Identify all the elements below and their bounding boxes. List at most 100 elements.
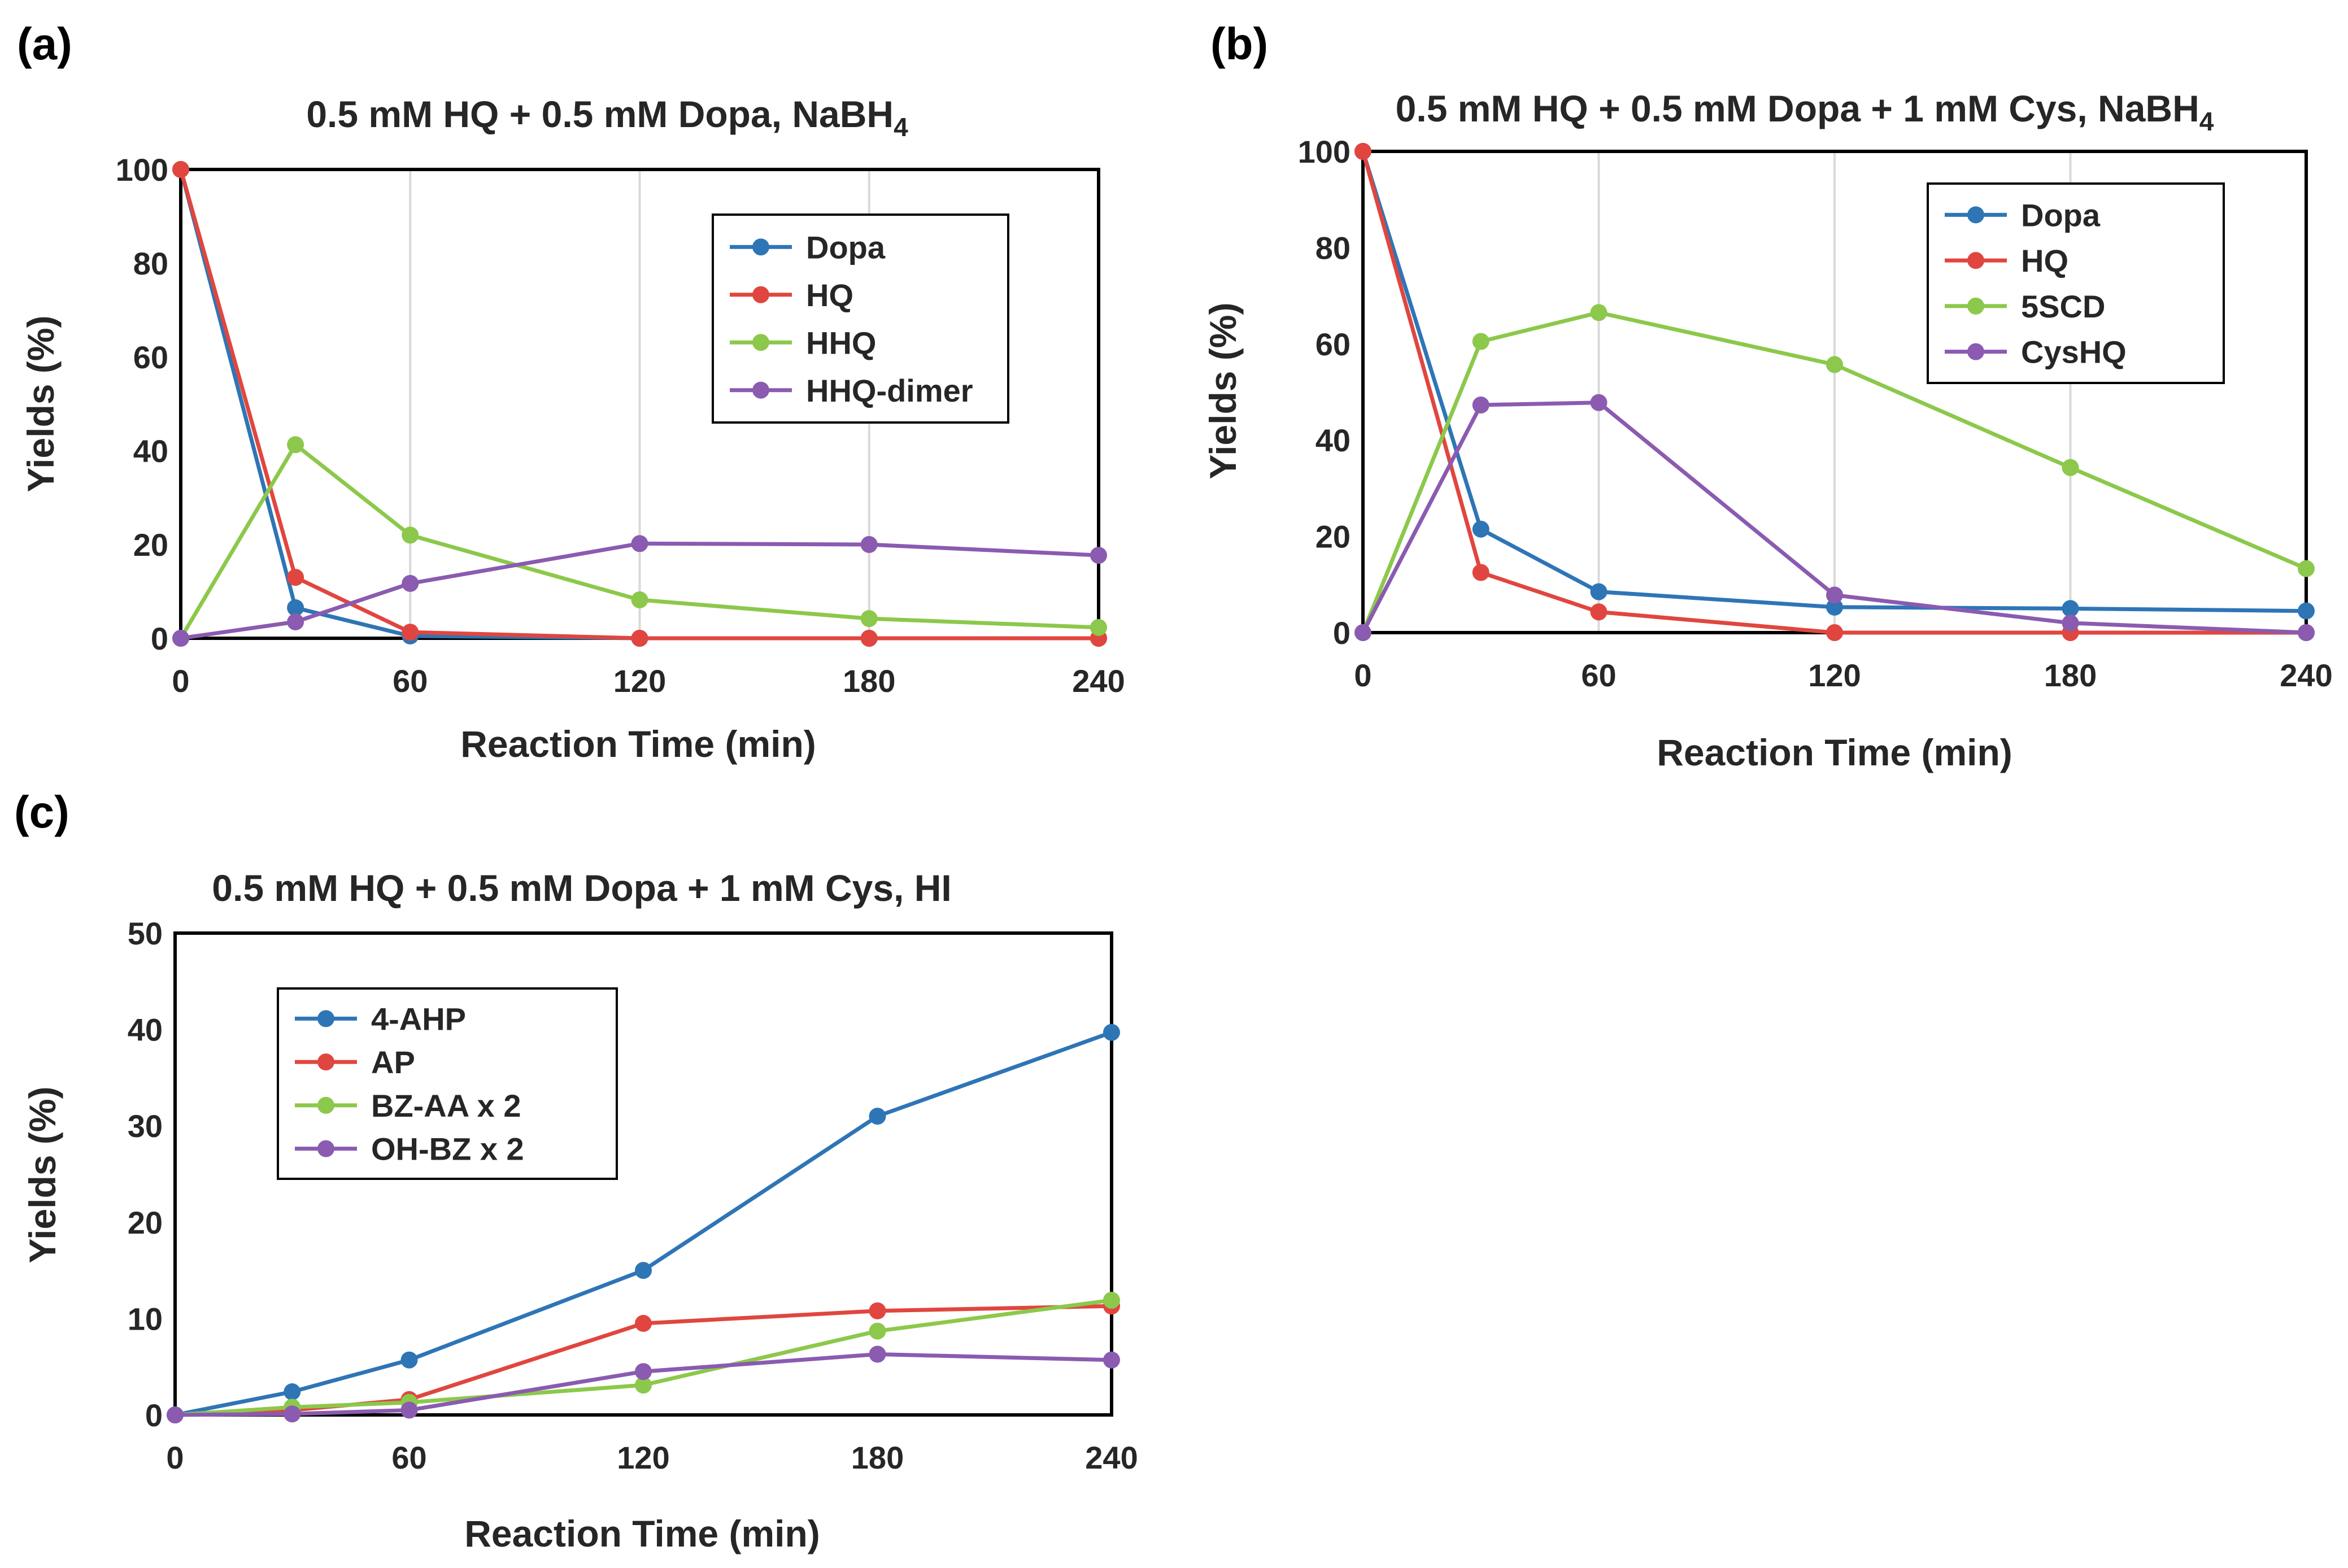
chart-title-subscript: 4 [894, 112, 908, 142]
data-point [2062, 600, 2079, 617]
chart-title-main: 0.5 mM HQ + 0.5 mM Dopa, NaBH [306, 93, 894, 135]
data-point [635, 1262, 652, 1279]
x-tick-label: 60 [393, 663, 428, 699]
data-point [172, 161, 189, 178]
data-point [167, 1406, 184, 1423]
x-tick-label: 240 [2280, 657, 2332, 693]
data-point [631, 591, 648, 608]
series-line-hhq [178, 442, 1099, 639]
data-point [1103, 1291, 1120, 1309]
legend-label: OH-BZ x 2 [371, 1131, 524, 1167]
data-point [1472, 397, 1489, 414]
data-point [631, 535, 648, 552]
chart-title: 0.5 mM HQ + 0.5 mM Dopa + 1 mM Cys, HI [212, 867, 951, 909]
data-point [1090, 547, 1107, 564]
x-tick-label: 0 [166, 1440, 184, 1475]
legend-swatch-marker [1967, 343, 1984, 360]
y-tick-label: 80 [133, 246, 168, 281]
y-tick-label: 60 [1315, 326, 1351, 362]
y-tick-label: 30 [128, 1108, 163, 1144]
legend-label: AP [371, 1044, 415, 1080]
x-tick-label: 60 [391, 1440, 426, 1475]
legend-swatch-marker [1967, 297, 1984, 315]
legend-label: CysHQ [2021, 334, 2127, 370]
chart-title: 0.5 mM HQ + 0.5 mM Dopa, NaBH4 [306, 93, 908, 142]
y-tick-label: 40 [133, 433, 168, 469]
data-point [860, 536, 878, 553]
data-point [635, 1314, 652, 1332]
data-point [1590, 304, 1608, 321]
data-point [2298, 560, 2315, 577]
chart-title: 0.5 mM HQ + 0.5 mM Dopa + 1 mM Cys, NaBH… [1396, 88, 2214, 136]
data-point [2298, 602, 2315, 620]
legend-label: 5SCD [2021, 289, 2105, 324]
data-point [2062, 459, 2079, 476]
data-point [635, 1363, 652, 1380]
data-point [869, 1302, 886, 1319]
data-point [1590, 603, 1608, 621]
y-tick-label: 0 [151, 621, 168, 656]
panel-c: (c) 0.5 mM HQ + 0.5 mM Dopa + 1 mM Cys, H… [14, 787, 1138, 1554]
legend-label: HQ [2021, 243, 2068, 278]
data-point [172, 630, 189, 647]
data-point [1472, 564, 1489, 581]
y-tick-label: 20 [1315, 519, 1351, 555]
y-tick-label: 20 [128, 1205, 163, 1240]
x-tick-label: 180 [2044, 657, 2097, 693]
y-tick-label: 40 [1315, 423, 1351, 458]
data-point [1472, 520, 1489, 538]
x-tick-label: 120 [617, 1440, 669, 1475]
data-point [284, 1405, 301, 1423]
legend-swatch-marker [317, 1010, 334, 1027]
x-axis-label: Reaction Time (min) [464, 1513, 820, 1554]
x-tick-label: 0 [172, 663, 189, 699]
legend-swatch-marker [317, 1140, 334, 1157]
y-axis-label: Yields (%) [21, 1087, 63, 1264]
data-point [287, 436, 304, 454]
legend-label: Dopa [806, 229, 886, 265]
panel-label: (c) [14, 787, 69, 837]
data-point [400, 1351, 418, 1369]
y-tick-label: 60 [133, 339, 168, 375]
series-line-dopa [1361, 150, 2307, 613]
series-line-hq [1361, 151, 2306, 635]
legend-label: HQ [806, 277, 853, 313]
legend-swatch-marker [317, 1096, 334, 1114]
y-tick-label: 10 [128, 1301, 163, 1336]
legend-swatch-marker [317, 1053, 334, 1071]
legend-label: Dopa [2021, 197, 2101, 233]
x-tick-label: 180 [851, 1440, 904, 1475]
legend-swatch-marker [752, 238, 769, 256]
x-tick-label: 240 [1085, 1440, 1138, 1475]
series-line-4-ahp [175, 1030, 1113, 1417]
data-point [2062, 614, 2079, 631]
plot-frame [173, 931, 1113, 1417]
x-tick-label: 120 [613, 663, 666, 699]
legend-swatch-marker [1967, 206, 1984, 224]
legend-label: HHQ [806, 325, 876, 360]
legend-swatch-marker [752, 334, 769, 351]
data-point [1472, 333, 1489, 350]
x-tick-label: 60 [1581, 657, 1616, 693]
data-point [1826, 624, 1843, 641]
panel-b: (b) 0.5 mM HQ + 0.5 mM Dopa + 1 mM Cys, N… [1202, 19, 2333, 773]
data-point [631, 630, 648, 647]
y-axis-label: Yields (%) [20, 316, 62, 493]
data-point [1590, 583, 1608, 600]
data-point [402, 574, 419, 592]
series-line-hq [178, 169, 1099, 641]
data-point [400, 1401, 418, 1419]
x-tick-label: 180 [843, 663, 895, 699]
x-axis-label: Reaction Time (min) [460, 723, 816, 765]
legend-label: HHQ-dimer [806, 373, 973, 408]
y-tick-label: 80 [1315, 230, 1351, 265]
series-line-ap [175, 1304, 1112, 1417]
y-tick-label: 50 [128, 916, 163, 951]
series-line-hhq-dimer [180, 541, 1099, 641]
chart-title-main: 0.5 mM HQ + 0.5 mM Dopa + 1 mM Cys, NaBH [1396, 88, 2199, 129]
legend-label: 4-AHP [371, 1001, 466, 1036]
y-tick-label: 0 [145, 1397, 163, 1433]
data-point [1090, 619, 1107, 636]
